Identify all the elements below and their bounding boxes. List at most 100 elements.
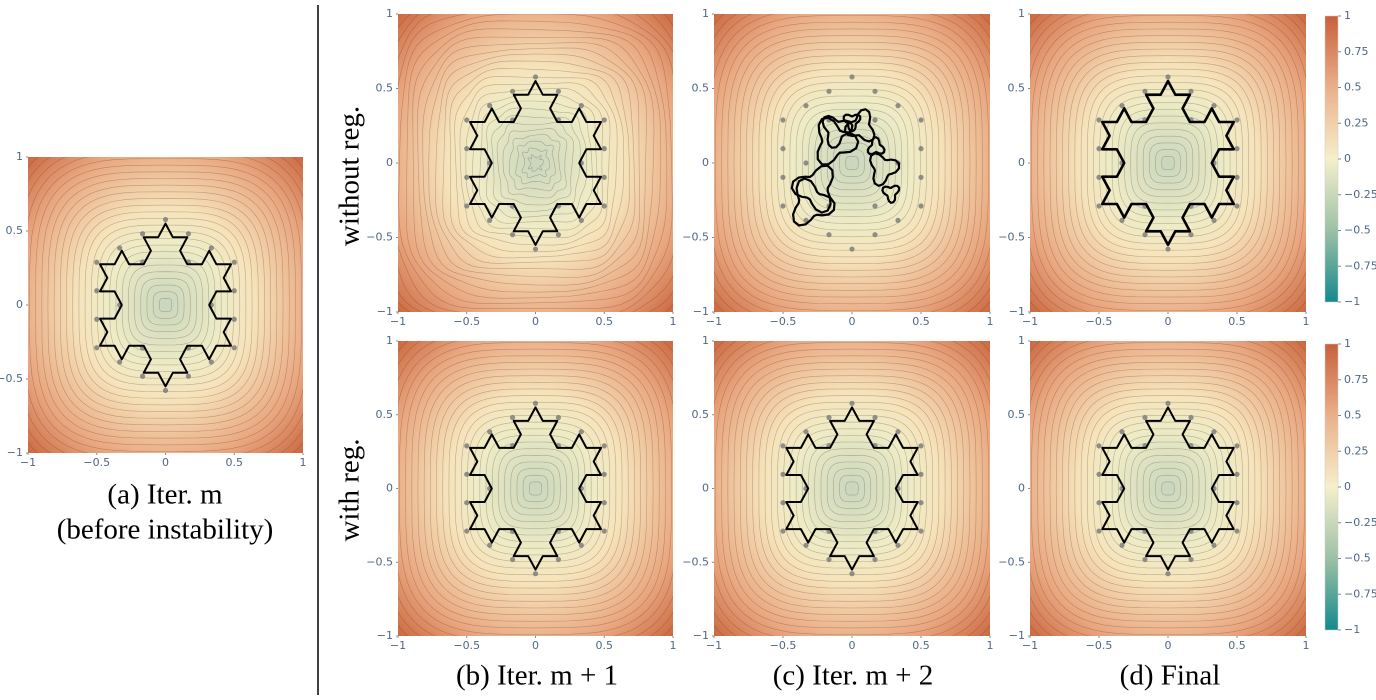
y-tick-label: 0 [702, 482, 709, 495]
caption: (d) Final [1120, 660, 1221, 692]
y-tick-label: −0.5 [366, 231, 393, 244]
contour-line [72, 204, 259, 406]
sample-point [1188, 232, 1194, 238]
contour-line [473, 421, 598, 556]
x-tick-label: −1 [706, 639, 722, 652]
contour-line [35, 164, 296, 446]
contour-line [527, 154, 544, 172]
sample-point [1188, 556, 1194, 563]
sample-point [1096, 471, 1102, 477]
contour-line [721, 348, 983, 629]
sample-point [601, 174, 607, 180]
sample-point [231, 288, 237, 294]
contour-line [516, 468, 555, 509]
y-tick-label: 0.5 [692, 82, 710, 95]
sample-point [487, 103, 493, 109]
contour-line [411, 355, 660, 622]
contour-line [1062, 375, 1274, 602]
contour-line [428, 47, 641, 278]
sample-point [601, 146, 607, 152]
y-tick-label: −1 [7, 446, 23, 459]
contour-line [1030, 14, 1306, 312]
contour-line [128, 264, 203, 346]
contour-line [801, 109, 903, 217]
sample-point [849, 571, 855, 577]
contours [714, 341, 990, 636]
contour-line [739, 368, 965, 609]
colorbar-tick-label: 0.75 [1344, 373, 1369, 386]
sample-point [117, 359, 123, 365]
sample-point [1234, 117, 1240, 123]
zero-level [881, 184, 901, 204]
contour-line [1155, 149, 1181, 177]
contour-line [398, 14, 673, 312]
contour-line [1117, 109, 1219, 217]
contour-line [521, 147, 550, 179]
field [398, 341, 673, 636]
contour-line [1043, 355, 1293, 622]
colorbar-tick-label: 0 [1344, 152, 1351, 165]
contour-line [134, 271, 197, 339]
sample-point [555, 232, 562, 238]
contour-line [491, 115, 581, 212]
zero-level [1101, 79, 1235, 247]
contour-line [820, 454, 884, 523]
sample-point [1234, 500, 1240, 506]
contour-line [1105, 95, 1231, 231]
contour-line [839, 474, 865, 503]
sample-point [185, 231, 192, 237]
y-tick-label: 0 [16, 298, 23, 311]
sample-point [895, 217, 901, 223]
contour-line [109, 244, 222, 366]
contour-line [814, 448, 890, 529]
contour-line [795, 428, 909, 549]
sample-point [1165, 74, 1171, 80]
sample-point [1165, 400, 1171, 406]
contour-line [90, 224, 241, 386]
zero-level [99, 222, 232, 388]
contour-line [429, 375, 642, 602]
contour-line [103, 238, 228, 372]
contour-line [783, 88, 921, 238]
x-tick-label: −0.5 [453, 315, 480, 328]
contour-line [789, 95, 915, 231]
contour-line [515, 140, 556, 185]
sample-point [94, 288, 100, 294]
contour-line [1093, 82, 1243, 244]
sample-point [1142, 556, 1148, 563]
sample-point [231, 316, 237, 322]
contour-line [1149, 142, 1187, 184]
contour-line [758, 62, 946, 264]
contour-line [1099, 415, 1237, 562]
contour-line [727, 355, 977, 622]
sample-point [1096, 117, 1102, 123]
y-tick-label: −1 [1009, 629, 1025, 642]
field [714, 341, 990, 636]
contour-line [1080, 395, 1256, 582]
sample-point [487, 429, 493, 435]
sample-point [1119, 103, 1125, 109]
contour-line [115, 251, 216, 359]
contour-line [801, 435, 903, 542]
y-tick-label: 0.5 [376, 408, 394, 421]
contour-line [471, 93, 599, 231]
sample-point [1119, 217, 1125, 223]
colorbar-tick-label: −0.25 [1344, 516, 1376, 529]
sample-point [487, 217, 493, 223]
contour-line [442, 388, 629, 589]
contour-line [435, 53, 636, 270]
contour-line [770, 75, 934, 251]
caption: (a) Iter. m [107, 479, 223, 511]
contour-line [758, 388, 946, 589]
sample-point [578, 429, 584, 435]
sample-point [162, 216, 169, 223]
sample-point [826, 88, 832, 94]
contour-line [714, 341, 990, 636]
sample-point [578, 217, 584, 223]
contour-line [1068, 55, 1268, 271]
contour-line [465, 87, 604, 239]
sample-point [1142, 88, 1148, 94]
contour-line [459, 82, 611, 246]
contour-line [460, 408, 611, 569]
sample-point [208, 245, 214, 251]
